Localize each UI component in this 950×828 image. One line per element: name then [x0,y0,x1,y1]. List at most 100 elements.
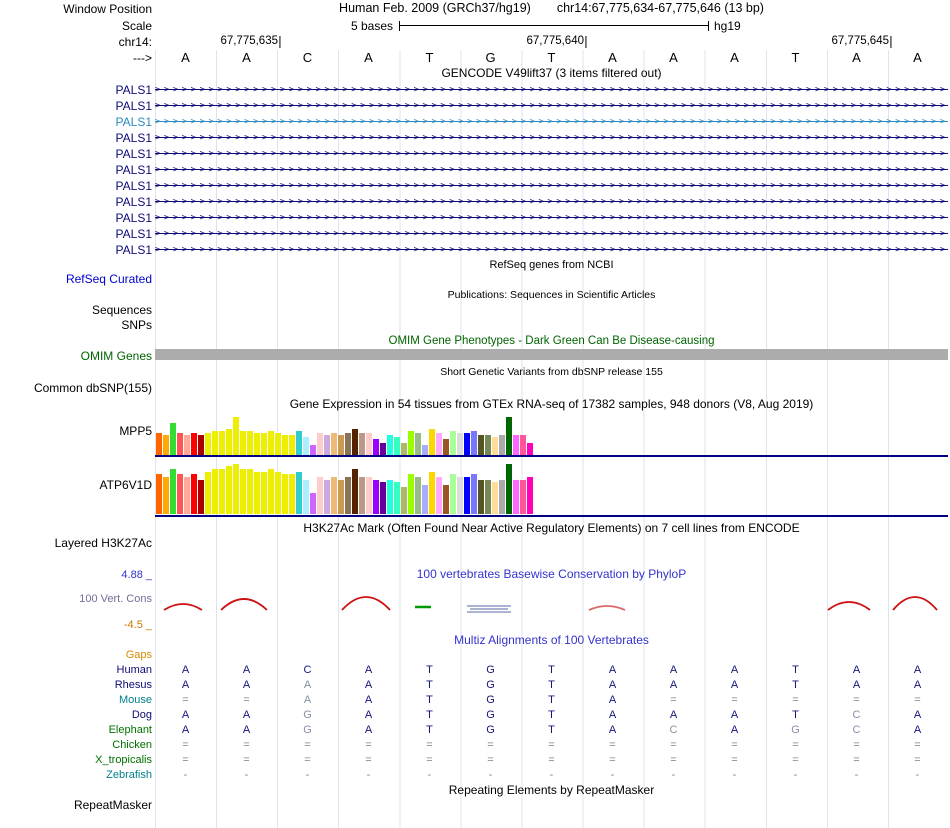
gtex-tissue-bar[interactable] [485,435,491,455]
gtex-tissue-bar[interactable] [394,482,400,514]
gene-row[interactable]: PALS1 >>>>>>>>>>>>>>>>>>>>>>>>>>>>>>>>>>>… [0,146,950,162]
gtex-tissue-bar[interactable] [471,474,477,514]
gtex-tissue-bar[interactable] [219,469,225,514]
gtex-tissue-bar[interactable] [443,439,449,455]
gtex-tissue-bar[interactable] [401,487,407,514]
gtex-tissue-bar[interactable] [436,433,442,455]
gene-transcript-arrows[interactable]: >>>>>>>>>>>>>>>>>>>>>>>>>>>>>>>>>>>>>>>>… [155,178,948,194]
gtex-tissue-bar[interactable] [212,431,218,455]
gtex-tissue-bar[interactable] [387,435,393,455]
gtex-tissue-bar[interactable] [226,429,232,455]
gtex-tissue-bar[interactable] [324,435,330,455]
gtex-tissue-bar[interactable] [450,431,456,455]
gtex-tissue-bar[interactable] [212,469,218,514]
gene-transcript-arrows[interactable]: >>>>>>>>>>>>>>>>>>>>>>>>>>>>>>>>>>>>>>>>… [155,82,948,98]
gtex-tissue-bar[interactable] [464,477,470,514]
gtex-tissue-bar[interactable] [177,433,183,455]
gtex-tissue-bar[interactable] [156,433,162,455]
gtex-tissue-bar[interactable] [457,477,463,514]
conservation-track-title[interactable]: 100 vertebrates Basewise Conservation by… [416,567,687,581]
gtex-tissue-bar[interactable] [254,433,260,455]
gene-transcript-arrows[interactable]: >>>>>>>>>>>>>>>>>>>>>>>>>>>>>>>>>>>>>>>>… [155,130,948,146]
gtex-tissue-bar[interactable] [506,464,512,514]
omim-genes-bar[interactable] [155,349,948,360]
species-row[interactable]: Mouse = = A A T G T A = = = = = [0,693,950,708]
gene-row[interactable]: PALS1 >>>>>>>>>>>>>>>>>>>>>>>>>>>>>>>>>>>… [0,226,950,242]
gtex-tissue-bar[interactable] [520,480,526,514]
gtex-tissue-bar[interactable] [275,472,281,514]
gtex-tissue-bar[interactable] [527,477,533,514]
gtex-tissue-bar[interactable] [317,433,323,455]
species-row[interactable]: Human A A C A T G T A A A T A A [0,663,950,678]
species-row[interactable]: Chicken = = = = = = = = = = = = = [0,738,950,753]
gene-row[interactable]: PALS1 >>>>>>>>>>>>>>>>>>>>>>>>>>>>>>>>>>>… [0,178,950,194]
gtex-tissue-bar[interactable] [331,477,337,514]
gtex-tissue-bar[interactable] [303,480,309,514]
gtex-tissue-bar[interactable] [324,480,330,514]
gtex-tissue-bar[interactable] [191,474,197,514]
gtex-tissue-bar[interactable] [240,431,246,455]
gtex-tissue-bar[interactable] [499,435,505,455]
gtex-tissue-bar[interactable] [443,485,449,514]
gtex-tissue-bar[interactable] [366,433,372,455]
gtex-bars[interactable] [156,460,536,514]
gtex-tissue-bar[interactable] [478,480,484,514]
gtex-tissue-bar[interactable] [415,433,421,455]
gtex-tissue-bar[interactable] [163,477,169,514]
gene-transcript-arrows[interactable]: >>>>>>>>>>>>>>>>>>>>>>>>>>>>>>>>>>>>>>>>… [155,98,948,114]
gene-row[interactable]: PALS1 >>>>>>>>>>>>>>>>>>>>>>>>>>>>>>>>>>>… [0,82,950,98]
gtex-tissue-bar[interactable] [205,472,211,514]
gtex-tissue-bar[interactable] [296,472,302,514]
gtex-tissue-bar[interactable] [471,431,477,455]
gtex-tissue-bar[interactable] [184,477,190,514]
gtex-tissue-bar[interactable] [464,433,470,455]
gtex-tissue-bar[interactable] [352,469,358,514]
gtex-tissue-bar[interactable] [226,466,232,514]
gtex-tissue-bar[interactable] [310,493,316,514]
publications-track-title[interactable]: Publications: Sequences in Scientific Ar… [447,289,656,301]
gtex-tissue-bar[interactable] [415,477,421,514]
gtex-tissue-bar[interactable] [184,435,190,455]
gtex-tissue-bar[interactable] [338,480,344,514]
gtex-tissue-bar[interactable] [219,431,225,455]
gtex-tissue-bar[interactable] [163,435,169,455]
gtex-tissue-bar[interactable] [289,435,295,455]
species-row[interactable]: Elephant A A G A T G T A C A G C A [0,723,950,738]
gene-transcript-arrows[interactable]: >>>>>>>>>>>>>>>>>>>>>>>>>>>>>>>>>>>>>>>>… [155,114,948,130]
gtex-tissue-bar[interactable] [240,469,246,514]
gtex-tissue-bar[interactable] [492,482,498,514]
gtex-tissue-bar[interactable] [366,477,372,514]
multiz-track-title[interactable]: Multiz Alignments of 100 Vertebrates [454,633,649,647]
species-row[interactable]: X_tropicalis = = = = = = = = = = = = = [0,753,950,768]
gtex-tissue-bar[interactable] [380,482,386,514]
gtex-tissue-bar[interactable] [331,433,337,455]
gtex-tissue-bar[interactable] [198,435,204,455]
gene-row[interactable]: PALS1 >>>>>>>>>>>>>>>>>>>>>>>>>>>>>>>>>>>… [0,210,950,226]
gene-transcript-arrows[interactable]: >>>>>>>>>>>>>>>>>>>>>>>>>>>>>>>>>>>>>>>>… [155,194,948,210]
repeatmasker-track-title[interactable]: Repeating Elements by RepeatMasker [448,783,655,797]
gene-row[interactable]: PALS1 >>>>>>>>>>>>>>>>>>>>>>>>>>>>>>>>>>>… [0,98,950,114]
gtex-tissue-bar[interactable] [261,433,267,455]
gtex-tissue-bar[interactable] [359,477,365,514]
gtex-track-title[interactable]: Gene Expression in 54 tissues from GTEx … [289,397,814,411]
gtex-tissue-bar[interactable] [450,474,456,514]
gene-row[interactable]: PALS1 >>>>>>>>>>>>>>>>>>>>>>>>>>>>>>>>>>>… [0,162,950,178]
gtex-tissue-bar[interactable] [422,445,428,455]
gtex-tissue-bar[interactable] [457,433,463,455]
gtex-tissue-bar[interactable] [373,480,379,514]
gtex-bars[interactable] [156,413,536,455]
gtex-tissue-bar[interactable] [275,433,281,455]
gtex-tissue-bar[interactable] [373,439,379,455]
gtex-tissue-bar[interactable] [261,472,267,514]
gene-row[interactable]: PALS1 >>>>>>>>>>>>>>>>>>>>>>>>>>>>>>>>>>>… [0,130,950,146]
gtex-tissue-bar[interactable] [394,437,400,455]
gtex-tissue-bar[interactable] [156,474,162,514]
gene-transcript-arrows[interactable]: >>>>>>>>>>>>>>>>>>>>>>>>>>>>>>>>>>>>>>>>… [155,162,948,178]
gtex-tissue-bar[interactable] [527,443,533,455]
h3k27ac-track-title[interactable]: H3K27Ac Mark (Often Found Near Active Re… [303,521,800,535]
gtex-tissue-bar[interactable] [310,445,316,455]
gene-transcript-arrows[interactable]: >>>>>>>>>>>>>>>>>>>>>>>>>>>>>>>>>>>>>>>>… [155,242,948,258]
omim-track-title[interactable]: OMIM Gene Phenotypes - Dark Green Can Be… [388,335,715,347]
gtex-tissue-bar[interactable] [268,431,274,455]
gtex-tissue-bar[interactable] [478,435,484,455]
